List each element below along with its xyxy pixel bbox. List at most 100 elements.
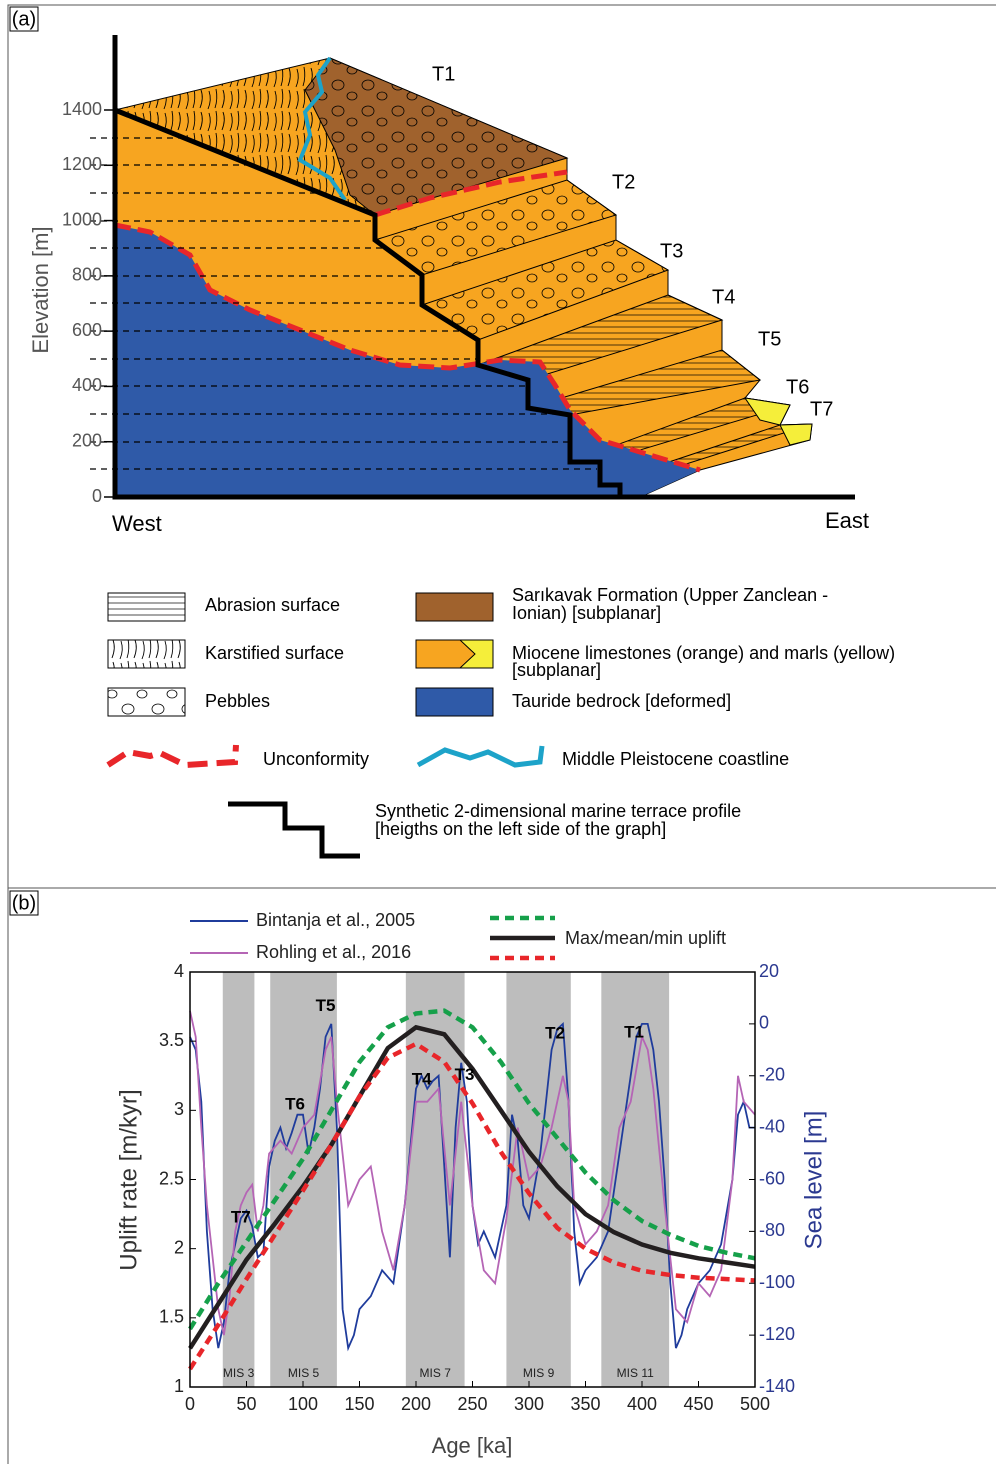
legend-swatch [415, 592, 494, 622]
legend-text: Rohling et al., 2016 [256, 942, 411, 962]
y-tick-label: 3 [174, 1099, 184, 1119]
y-tick-label: 1200 [62, 154, 102, 174]
mis-label: MIS 9 [523, 1366, 555, 1380]
y-tick-label: 800 [72, 265, 102, 285]
series-line [188, 1041, 756, 1371]
legend-swatch [228, 801, 360, 859]
terrace-annotation: T1 [624, 1022, 644, 1041]
terrace-label: T1 [432, 63, 455, 85]
x-tick-label: 300 [514, 1394, 544, 1414]
terrace-annotation: T2 [545, 1024, 565, 1043]
legend-text: [heigths on the left side of the graph] [375, 819, 666, 839]
elevation-guides [90, 137, 597, 470]
terrace-label: T5 [758, 328, 781, 350]
y2-axis-label: Sea level [m] [800, 1111, 827, 1250]
unconformity [374, 169, 568, 218]
pebble-surface [305, 58, 567, 215]
x-tick-label: 250 [457, 1394, 487, 1414]
y2-tick-label: -40 [759, 1116, 785, 1136]
y-tick-label: 600 [72, 320, 102, 340]
legend-swatch [107, 639, 186, 669]
panel-b: (b) Age [ka] Uplift rate [m/kyr] Sea lev… [7, 887, 996, 1464]
series-line [188, 1008, 756, 1331]
y-tick-label: 4 [174, 961, 184, 981]
y-tick-label: 2 [174, 1237, 184, 1257]
panel-label-box [9, 6, 39, 32]
mis-label: MIS 5 [288, 1366, 320, 1380]
mis-label: MIS 7 [420, 1366, 452, 1380]
terrace-label: T3 [660, 240, 683, 262]
series-line [188, 1024, 756, 1350]
y-tick-label: 1000 [62, 209, 102, 229]
y-tick-label: 1.5 [159, 1307, 184, 1327]
legend-text: Miocene limestones (orange) and marls (y… [512, 643, 895, 663]
y2-tick-label: 20 [759, 961, 779, 981]
y2-tick-label: -60 [759, 1168, 785, 1188]
y2-tick-label: -100 [759, 1272, 795, 1292]
x-axis-label: Age [ka] [432, 1433, 513, 1458]
legend-swatch [458, 639, 494, 669]
legend-swatch [415, 687, 494, 717]
y-tick-label: 2.5 [159, 1168, 184, 1188]
terrace-annotation: T3 [455, 1065, 475, 1084]
panel-label: (a) [12, 8, 36, 30]
y-tick-label: 400 [72, 375, 102, 395]
legend-swatch [107, 592, 186, 622]
mis-label: MIS 3 [223, 1366, 255, 1380]
terrace-label: T7 [810, 398, 833, 420]
legend-text: Max/mean/min uplift [565, 928, 726, 948]
legend-text: Tauride bedrock [deformed] [512, 691, 731, 711]
legend-swatch [416, 745, 545, 768]
y-tick-label: 0 [92, 486, 102, 506]
series-line [189, 1010, 756, 1336]
y-tick-label: 200 [72, 430, 102, 450]
y2-tick-label: -20 [759, 1065, 785, 1085]
terrace-profile [114, 107, 623, 497]
tauride-bedrock [115, 225, 700, 497]
y2-tick-label: -80 [759, 1220, 785, 1240]
legend-a: Abrasion surface Karstified surface Pebb… [106, 585, 895, 859]
legend-text: Karstified surface [205, 643, 344, 663]
x-tick-label: 0 [185, 1394, 195, 1414]
y-tick-label: 3.5 [159, 1030, 184, 1050]
terrace-label: T6 [786, 376, 809, 398]
terrace-label: T2 [612, 171, 635, 193]
y2-tick-label: 0 [759, 1013, 769, 1033]
series-line [189, 1021, 755, 1352]
legend-text: Middle Pleistocene coastline [562, 749, 789, 769]
x-tick-label: 400 [627, 1394, 657, 1414]
terrace-annotation: T4 [412, 1069, 432, 1088]
y2-tick-label: -140 [759, 1376, 795, 1396]
coastline [297, 56, 347, 202]
terrace-annotation: T6 [285, 1094, 305, 1113]
y-axis-label: Elevation [m] [28, 226, 53, 353]
x-tick-label: 350 [570, 1394, 600, 1414]
x-tick-label: 150 [344, 1394, 374, 1414]
panel-label-box [9, 890, 39, 916]
x-tick-label: 100 [288, 1394, 318, 1414]
panel-label: (b) [12, 892, 36, 914]
legend-text: Abrasion surface [205, 595, 340, 615]
x-tick-label: 200 [401, 1394, 431, 1414]
mis-band [222, 972, 255, 1387]
mis-band [405, 972, 465, 1387]
terrace-annotation: T7 [231, 1208, 251, 1227]
x-tick-label: 50 [236, 1394, 256, 1414]
marl [779, 423, 813, 446]
unconformity [114, 222, 701, 473]
legend-text: Synthetic 2-dimensional marine terrace p… [375, 801, 741, 821]
y-tick-label: 1400 [62, 99, 102, 119]
legend-text: Unconformity [263, 749, 369, 769]
x-tick-label: 500 [740, 1394, 770, 1414]
y-axis-label: Uplift rate [m/kyr] [115, 1089, 142, 1270]
legend-text: [subplanar] [512, 660, 601, 680]
legend-swatch [107, 687, 186, 717]
terrace-label: T4 [712, 286, 735, 308]
legend-swatch [106, 744, 239, 769]
legend-text: Sarıkavak Formation (Upper Zanclean - [512, 585, 828, 605]
mis-label: MIS 11 [617, 1366, 654, 1380]
y-tick-label: 1 [174, 1376, 184, 1396]
west-label: West [112, 511, 162, 536]
